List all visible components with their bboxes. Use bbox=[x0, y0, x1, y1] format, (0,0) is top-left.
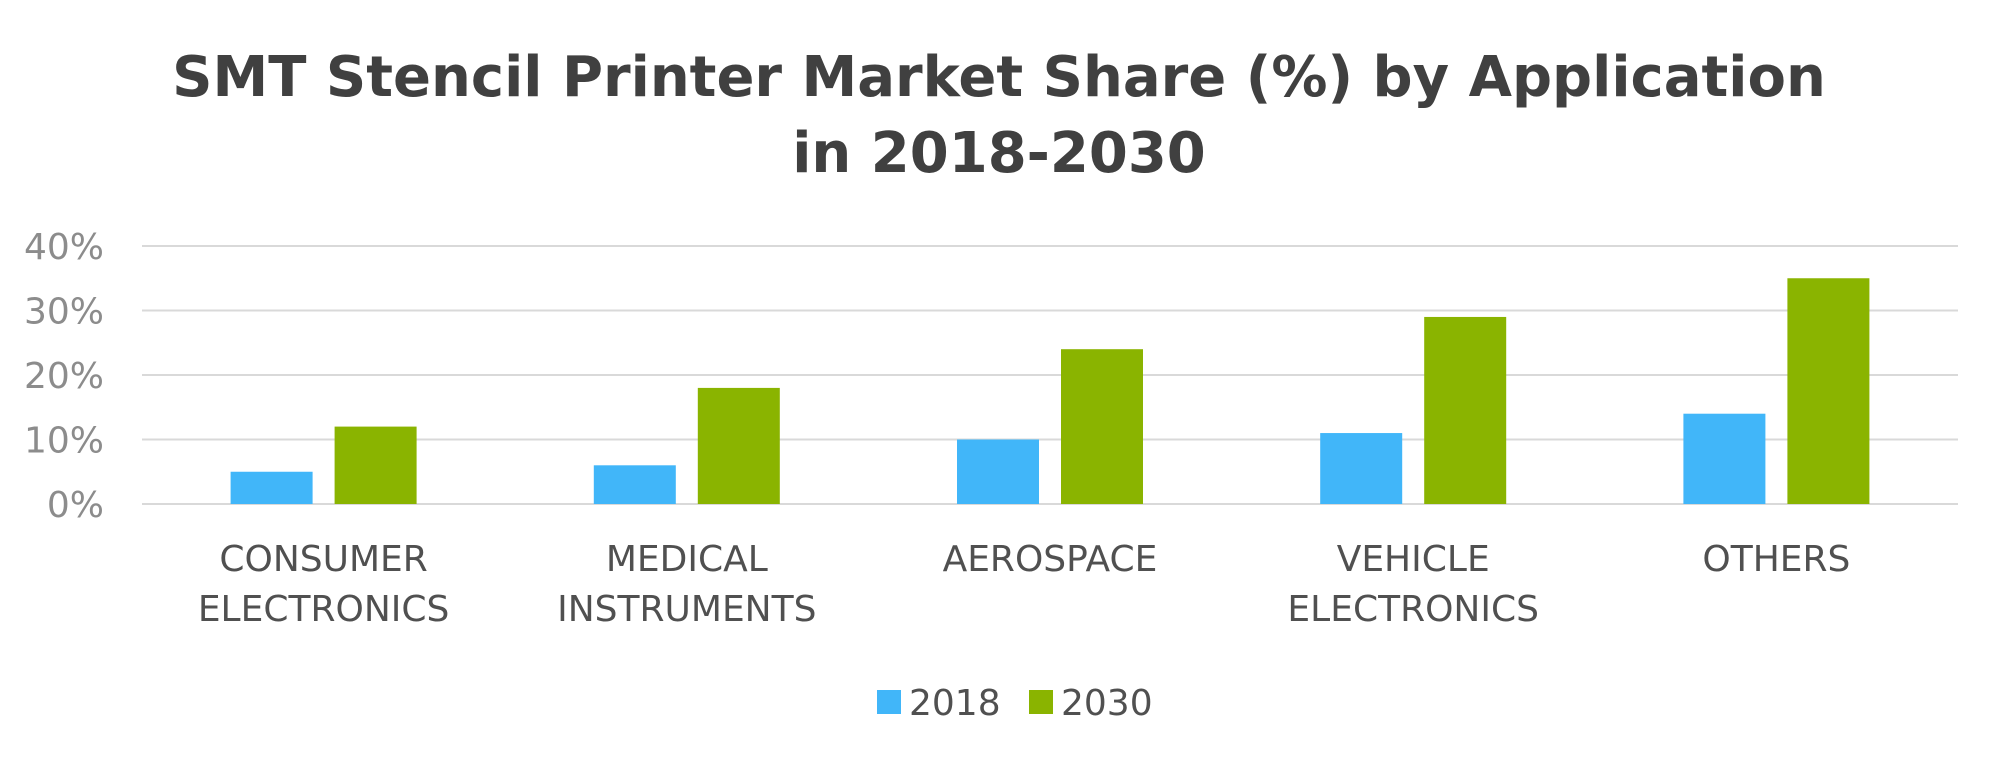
x-category-label-line: OTHERS bbox=[1702, 539, 1850, 580]
x-category-label: AEROSPACE bbox=[943, 539, 1158, 580]
x-category-label-line: ELECTRONICS bbox=[198, 589, 450, 630]
x-category-label-line: AEROSPACE bbox=[943, 539, 1158, 580]
y-tick-label: 40% bbox=[24, 227, 104, 268]
x-axis-labels: CONSUMER ELECTRONICS MEDICAL INSTRUMENTS AER… bbox=[198, 539, 1851, 630]
bar-2018 bbox=[1320, 433, 1403, 504]
bar-2030 bbox=[334, 426, 417, 504]
bar-2030 bbox=[1787, 278, 1870, 504]
chart-title-line-2: in 2018-2030 bbox=[792, 121, 1206, 186]
y-tick-label: 10% bbox=[24, 421, 104, 462]
x-category-label-line: INSTRUMENTS bbox=[557, 589, 816, 630]
gridlines bbox=[142, 245, 1958, 505]
bar-2030 bbox=[697, 387, 780, 504]
legend-swatch-2030 bbox=[1029, 690, 1053, 714]
chart-title-line-1: SMT Stencil Printer Market Share (%) by … bbox=[172, 45, 1826, 110]
y-axis-ticks: 0% 10% 20% 30% 40% bbox=[24, 227, 104, 526]
x-category-label-line: VEHICLE bbox=[1337, 539, 1490, 580]
bar-2018 bbox=[1683, 413, 1766, 504]
x-category-label-line: MEDICAL bbox=[606, 539, 768, 580]
bar-2018 bbox=[957, 439, 1039, 504]
legend-swatch-2018 bbox=[877, 690, 901, 714]
x-category-label-line: ELECTRONICS bbox=[1287, 589, 1539, 630]
y-tick-label: 0% bbox=[47, 485, 104, 526]
bars bbox=[230, 278, 1870, 504]
legend-label-2030: 2030 bbox=[1061, 683, 1153, 724]
bar-2030 bbox=[1061, 349, 1143, 504]
x-category-label: OTHERS bbox=[1702, 539, 1850, 580]
x-category-label: CONSUMER ELECTRONICS bbox=[198, 539, 450, 630]
bar-2018 bbox=[230, 471, 313, 504]
y-tick-label: 30% bbox=[24, 292, 104, 333]
bar-2018 bbox=[593, 465, 676, 504]
legend: 2018 2030 bbox=[877, 683, 1153, 724]
legend-label-2018: 2018 bbox=[909, 683, 1001, 724]
x-category-label: VEHICLE ELECTRONICS bbox=[1287, 539, 1539, 630]
x-category-label: MEDICAL INSTRUMENTS bbox=[557, 539, 816, 630]
y-tick-label: 20% bbox=[24, 356, 104, 397]
x-category-label-line: CONSUMER bbox=[219, 539, 427, 580]
bar-2030 bbox=[1424, 316, 1507, 504]
